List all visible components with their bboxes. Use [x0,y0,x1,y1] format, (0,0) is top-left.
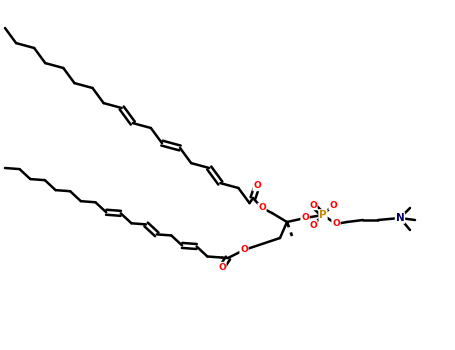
Text: N: N [396,213,404,223]
Text: O: O [253,182,261,190]
Text: O: O [258,203,266,212]
Text: O: O [309,201,317,210]
Text: O: O [218,262,226,272]
Text: O: O [332,219,340,229]
Text: P: P [319,210,327,220]
Text: O: O [301,214,309,223]
Text: O: O [329,201,337,210]
Text: O: O [240,245,248,254]
Text: O: O [309,220,317,230]
